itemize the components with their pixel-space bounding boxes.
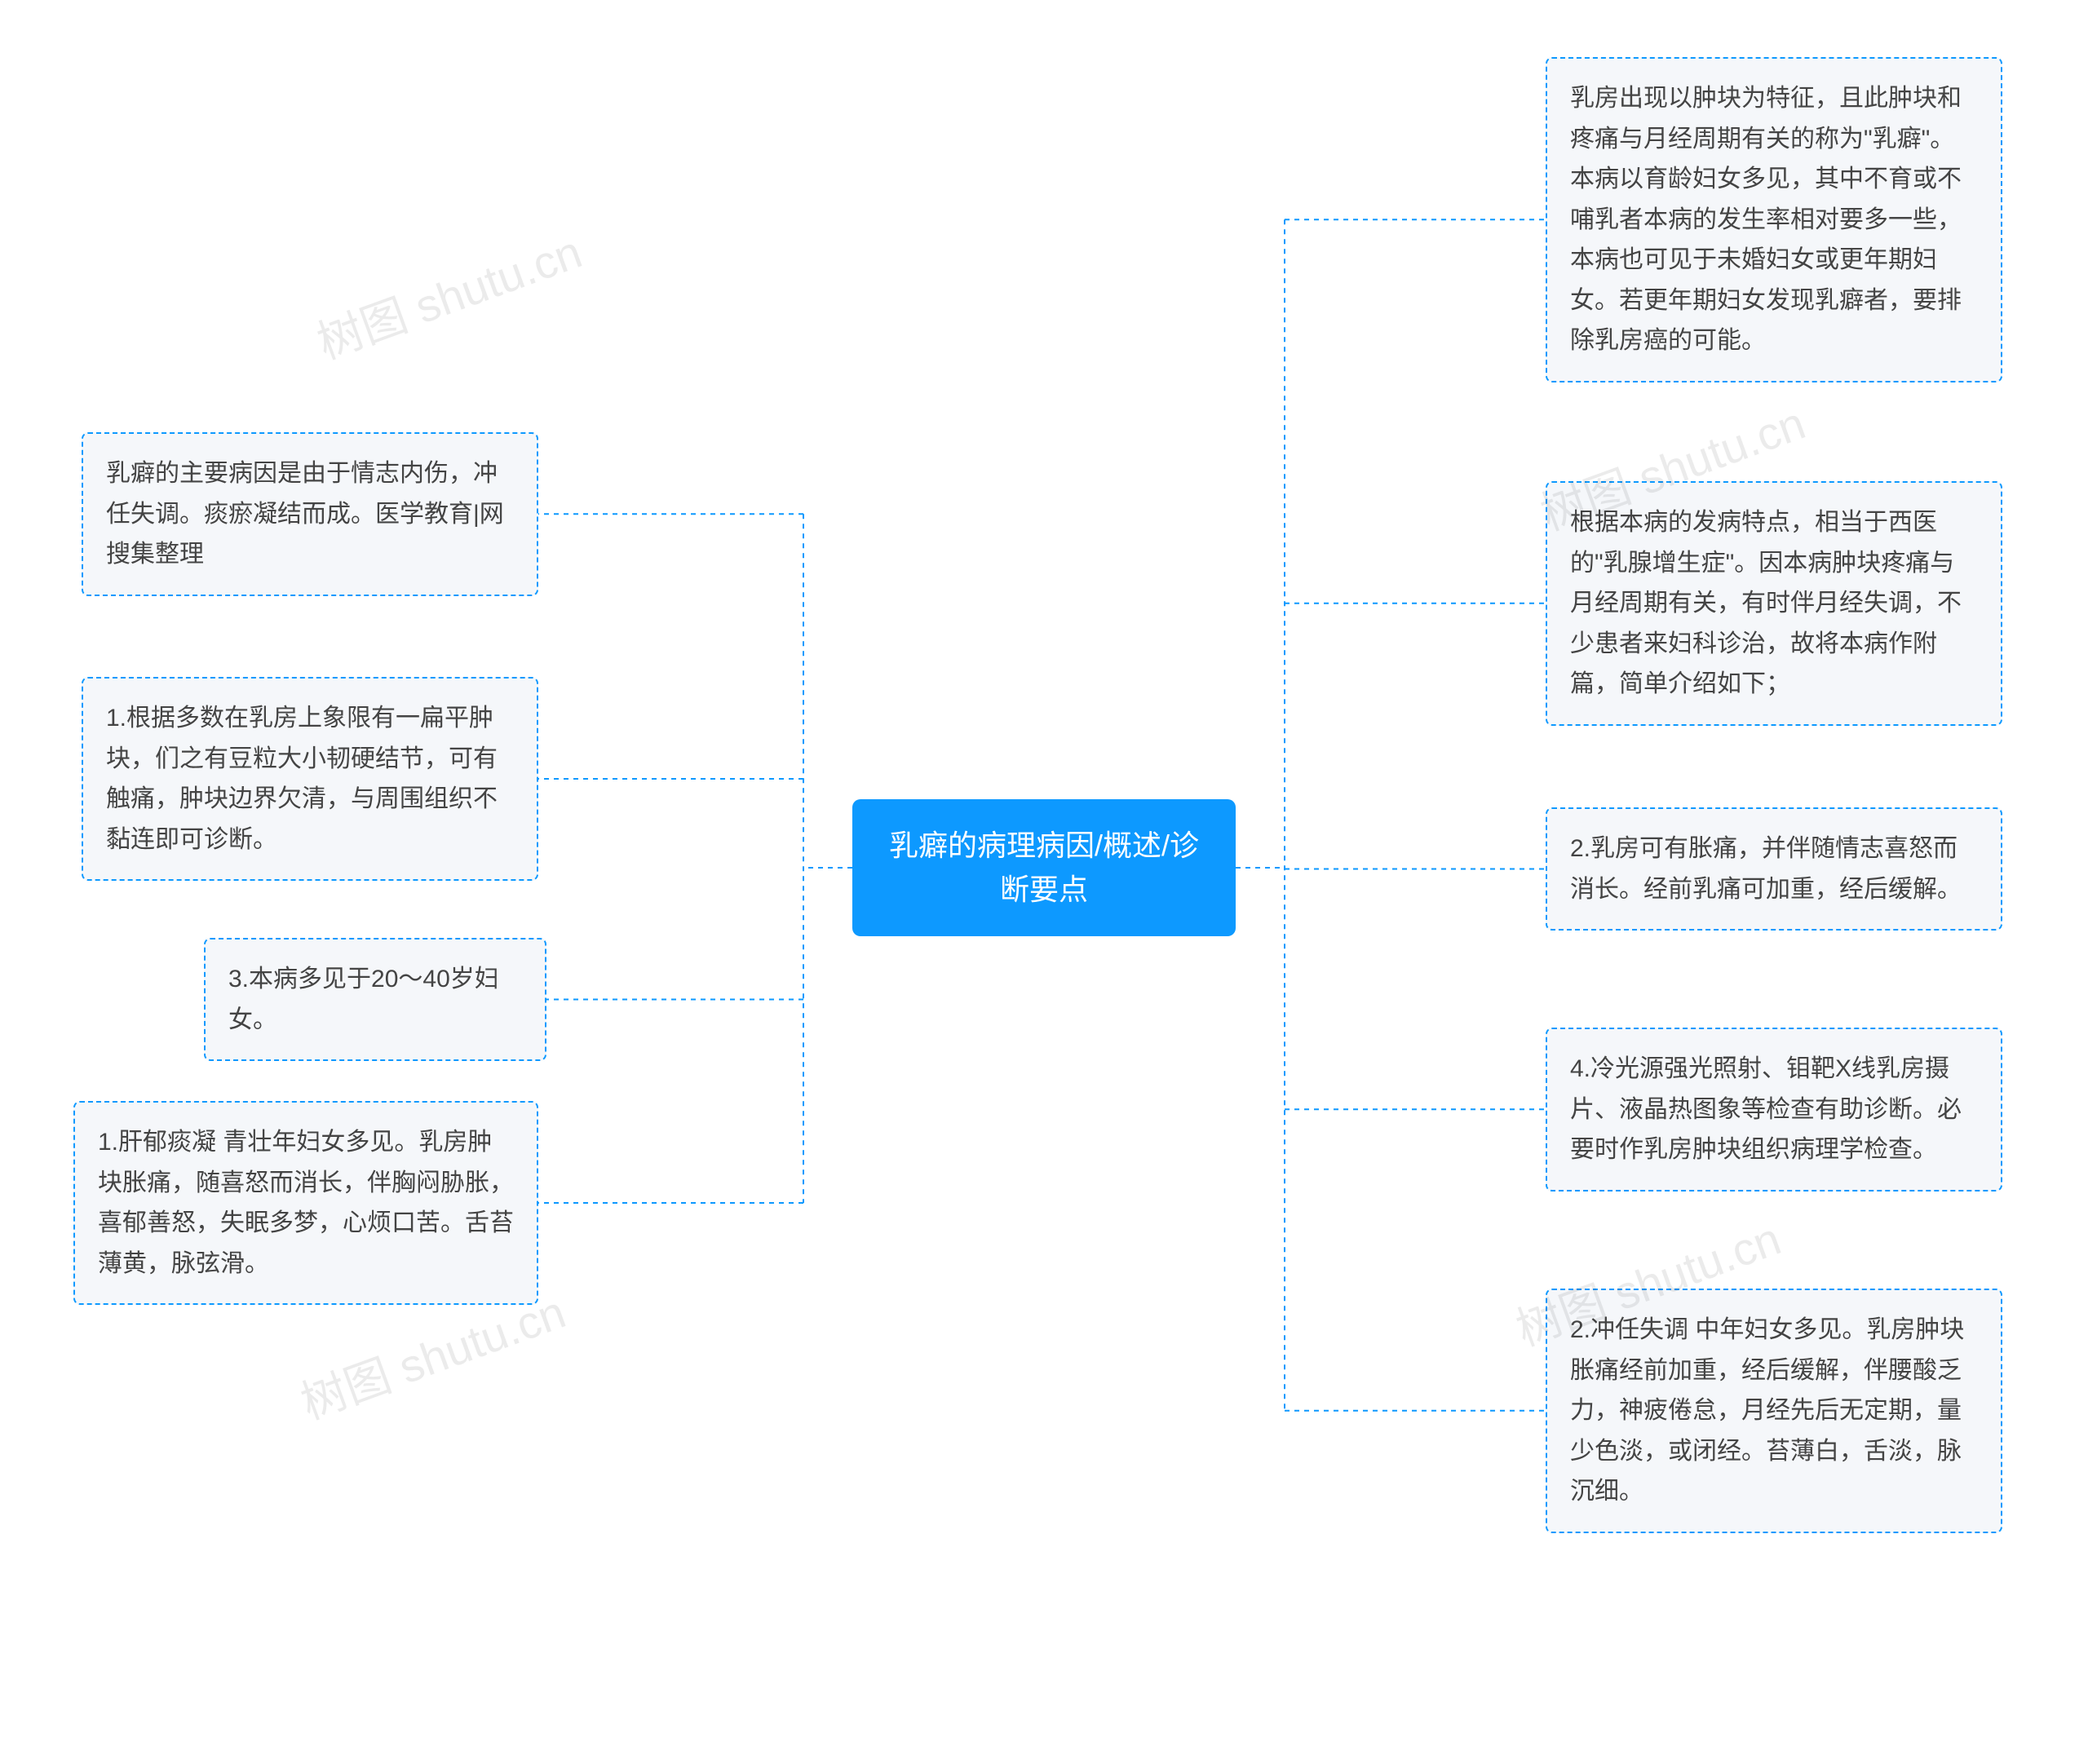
right-node: 根据本病的发病特点，相当于西医的"乳腺增生症"。因本病肿块疼痛与月经周期有关，有… <box>1546 481 2002 726</box>
right-node: 4.冷光源强光照射、钼靶X线乳房摄片、液晶热图象等检查有助诊断。必要时作乳房肿块… <box>1546 1028 2002 1191</box>
left-node: 3.本病多见于20～40岁妇女。 <box>204 938 546 1061</box>
leaf-text: 2.冲任失调 中年妇女多见。乳房肿块胀痛经前加重，经后缓解，伴腰酸乏力，神疲倦怠… <box>1570 1316 1964 1505</box>
right-node: 2.冲任失调 中年妇女多见。乳房肿块胀痛经前加重，经后缓解，伴腰酸乏力，神疲倦怠… <box>1546 1289 2002 1533</box>
left-node: 1.肝郁痰凝 青壮年妇女多见。乳房肿块胀痛，随喜怒而消长，伴胸闷胁胀，喜郁善怒，… <box>73 1101 538 1305</box>
central-text: 乳癖的病理病因/概述/诊断要点 <box>889 829 1199 906</box>
leaf-text: 4.冷光源强光照射、钼靶X线乳房摄片、液晶热图象等检查有助诊断。必要时作乳房肿块… <box>1570 1055 1962 1163</box>
leaf-text: 根据本病的发病特点，相当于西医的"乳腺增生症"。因本病肿块疼痛与月经周期有关，有… <box>1570 509 1962 697</box>
leaf-text: 乳癖的主要病因是由于情志内伤，冲任失调。痰瘀凝结而成。医学教育|网搜集整理 <box>106 460 504 568</box>
leaf-text: 1.根据多数在乳房上象限有一扁平肿块，们之有豆粒大小韧硬结节，可有触痛，肿块边界… <box>106 705 498 853</box>
leaf-text: 2.乳房可有胀痛，并伴随情志喜怒而消长。经前乳痛可加重，经后缓解。 <box>1570 835 1962 903</box>
right-node: 2.乳房可有胀痛，并伴随情志喜怒而消长。经前乳痛可加重，经后缓解。 <box>1546 807 2002 931</box>
leaf-text: 乳房出现以肿块为特征，且此肿块和疼痛与月经周期有关的称为"乳癖"。本病以育龄妇女… <box>1570 85 1962 354</box>
left-node: 1.根据多数在乳房上象限有一扁平肿块，们之有豆粒大小韧硬结节，可有触痛，肿块边界… <box>82 677 538 881</box>
central-node: 乳癖的病理病因/概述/诊断要点 <box>852 799 1236 936</box>
leaf-text: 1.肝郁痰凝 青壮年妇女多见。乳房肿块胀痛，随喜怒而消长，伴胸闷胁胀，喜郁善怒，… <box>98 1129 514 1277</box>
watermark: 树图 shutu.cn <box>307 215 590 372</box>
leaf-text: 3.本病多见于20～40岁妇女。 <box>228 966 499 1033</box>
left-node: 乳癖的主要病因是由于情志内伤，冲任失调。痰瘀凝结而成。医学教育|网搜集整理 <box>82 432 538 596</box>
right-node: 乳房出现以肿块为特征，且此肿块和疼痛与月经周期有关的称为"乳癖"。本病以育龄妇女… <box>1546 57 2002 382</box>
